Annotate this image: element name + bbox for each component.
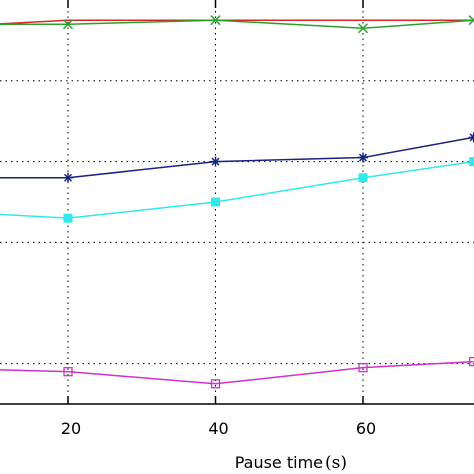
data-point xyxy=(63,172,73,183)
data-point xyxy=(210,15,221,26)
series-4 xyxy=(0,157,474,223)
x-axis-unit: (s) xyxy=(325,453,347,473)
data-point xyxy=(63,213,73,223)
x-axis-title-text: Pause time xyxy=(235,453,323,472)
x-axis-title: Pause time xyxy=(235,453,323,472)
series-line xyxy=(0,360,474,385)
data-point xyxy=(210,379,221,389)
data-point xyxy=(358,362,368,373)
plot-frame xyxy=(0,403,474,405)
series-5 xyxy=(0,356,474,389)
series-3 xyxy=(0,132,474,183)
grid-lines xyxy=(0,0,474,404)
x-tick-label: 40 xyxy=(208,419,228,438)
x-axis-ticks: 20 40 60 xyxy=(61,0,376,438)
data-point xyxy=(358,173,368,183)
data-point xyxy=(211,197,220,207)
data-point xyxy=(210,156,221,167)
data-point xyxy=(357,23,369,34)
x-tick-label: 20 xyxy=(61,419,81,438)
data-point xyxy=(469,157,474,167)
x-tick-label: 60 xyxy=(356,419,376,438)
data-point xyxy=(62,19,74,30)
series-lines xyxy=(0,15,474,389)
series-line xyxy=(0,160,474,219)
data-point xyxy=(63,367,73,377)
data-point xyxy=(468,132,474,143)
data-point xyxy=(358,152,368,163)
series-2 xyxy=(0,15,474,34)
